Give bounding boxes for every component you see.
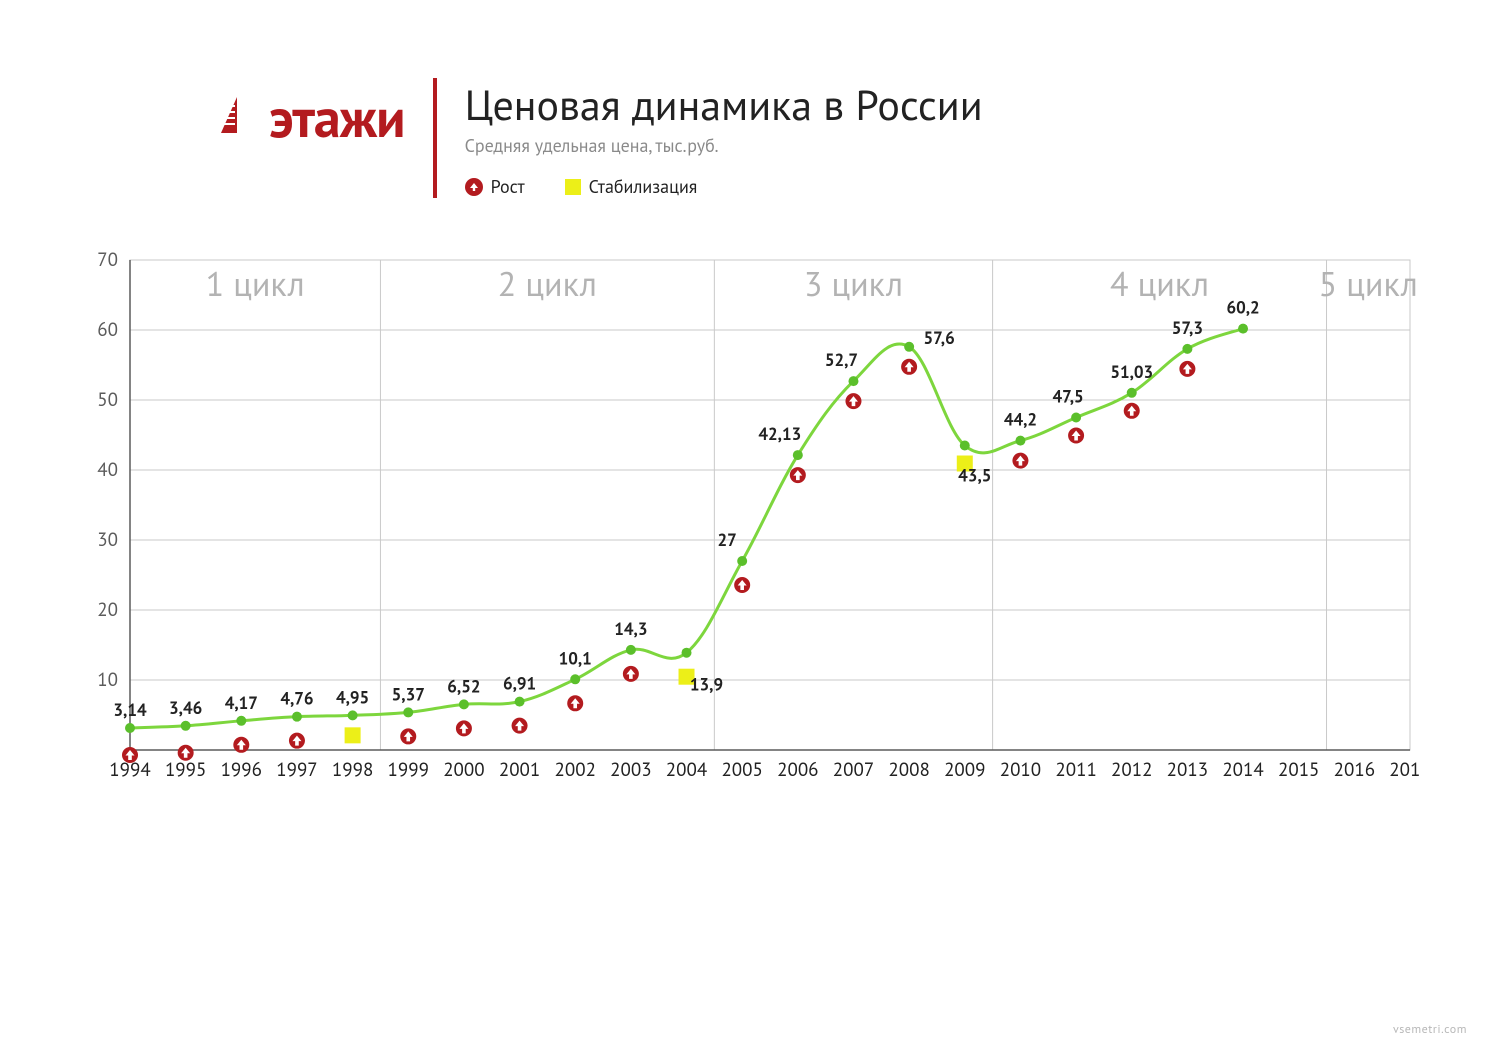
logo-block: этажи: [215, 82, 433, 152]
svg-text:14,3: 14,3: [614, 618, 647, 640]
legend-stabilization: Стабилизация: [565, 175, 698, 198]
svg-text:43,5: 43,5: [958, 465, 991, 487]
svg-text:2005: 2005: [721, 758, 762, 782]
svg-text:6,91: 6,91: [503, 673, 536, 695]
svg-text:52,7: 52,7: [825, 349, 858, 371]
page-subtitle: Средняя удельная цена, тыс.руб.: [465, 134, 983, 157]
svg-text:42,13: 42,13: [758, 423, 801, 445]
legend-growth: Рост: [465, 175, 525, 198]
legend: Рост Стабилизация: [465, 175, 983, 198]
svg-text:5,37: 5,37: [392, 683, 425, 705]
svg-text:2009: 2009: [944, 758, 985, 782]
svg-text:40: 40: [97, 458, 118, 482]
page: этажи Ценовая динамика в России Средняя …: [0, 0, 1487, 1051]
svg-text:60,2: 60,2: [1226, 297, 1259, 319]
svg-text:70: 70: [97, 250, 118, 272]
svg-text:2013: 2013: [1167, 758, 1208, 782]
legend-growth-label: Рост: [491, 175, 525, 198]
svg-text:1998: 1998: [332, 758, 373, 782]
square-icon: [565, 179, 581, 195]
svg-text:2012: 2012: [1111, 758, 1152, 782]
svg-text:3 цикл: 3 цикл: [804, 262, 903, 306]
svg-text:57,3: 57,3: [1172, 317, 1203, 339]
legend-stabilization-label: Стабилизация: [589, 175, 698, 198]
svg-text:2015: 2015: [1278, 758, 1319, 782]
svg-text:30: 30: [97, 528, 118, 552]
svg-text:4,95: 4,95: [336, 686, 369, 708]
svg-text:2008: 2008: [888, 758, 929, 782]
svg-text:60: 60: [97, 318, 118, 342]
svg-text:27: 27: [718, 529, 737, 551]
svg-text:5 цикл: 5 цикл: [1319, 262, 1418, 306]
price-chart: 10 20 30 40 50 60 70 1 цикл 2 цикл 3 цикл 4 цикл 5 …: [80, 250, 1420, 810]
svg-text:4,17: 4,17: [225, 692, 258, 714]
header: этажи Ценовая динамика в России Средняя …: [215, 82, 1407, 198]
svg-text:2004: 2004: [666, 758, 707, 782]
svg-text:1996: 1996: [221, 758, 262, 782]
svg-text:13,9: 13,9: [690, 674, 723, 696]
svg-text:2 цикл: 2 цикл: [498, 262, 597, 306]
svg-text:3,46: 3,46: [169, 697, 202, 719]
watermark: vsemetri.com: [1393, 1022, 1467, 1037]
svg-text:44,2: 44,2: [1004, 409, 1037, 431]
svg-text:57,6: 57,6: [924, 327, 955, 349]
svg-text:20: 20: [97, 598, 118, 622]
svg-text:51,03: 51,03: [1110, 361, 1153, 383]
building-icon: [215, 93, 259, 142]
arrow-up-icon: [465, 178, 483, 196]
svg-text:2016: 2016: [1334, 758, 1375, 782]
svg-text:10: 10: [97, 668, 118, 692]
svg-text:2000: 2000: [443, 758, 484, 782]
svg-text:47,5: 47,5: [1052, 386, 1083, 408]
svg-text:4 цикл: 4 цикл: [1110, 262, 1209, 306]
logo-text: этажи: [269, 82, 405, 152]
svg-text:1995: 1995: [165, 758, 206, 782]
svg-text:3,14: 3,14: [113, 699, 147, 721]
svg-text:2011: 2011: [1055, 758, 1096, 782]
page-title: Ценовая динамика в России: [465, 82, 983, 128]
svg-text:2010: 2010: [1000, 758, 1041, 782]
svg-text:2001: 2001: [499, 758, 540, 782]
svg-text:1 цикл: 1 цикл: [206, 262, 305, 306]
svg-text:2002: 2002: [555, 758, 596, 782]
svg-text:2006: 2006: [777, 758, 818, 782]
svg-text:10,1: 10,1: [559, 647, 592, 669]
svg-text:1999: 1999: [388, 758, 429, 782]
svg-text:2003: 2003: [610, 758, 651, 782]
svg-text:4,76: 4,76: [280, 688, 313, 710]
svg-text:2017: 2017: [1389, 758, 1420, 782]
svg-text:2007: 2007: [833, 758, 874, 782]
title-block: Ценовая динамика в России Средняя удельн…: [437, 82, 983, 198]
svg-text:2014: 2014: [1222, 758, 1263, 782]
svg-text:50: 50: [97, 388, 118, 412]
svg-text:1997: 1997: [276, 758, 317, 782]
chart-svg: 10 20 30 40 50 60 70 1 цикл 2 цикл 3 цикл 4 цикл 5 …: [80, 250, 1420, 810]
svg-text:6,52: 6,52: [447, 675, 480, 697]
